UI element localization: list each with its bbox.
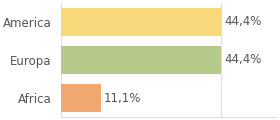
- Bar: [61, 46, 221, 74]
- Text: 11,1%: 11,1%: [104, 92, 141, 105]
- Text: 44,4%: 44,4%: [224, 54, 261, 66]
- Text: 44,4%: 44,4%: [224, 15, 261, 28]
- Bar: [61, 8, 221, 36]
- Bar: [61, 84, 101, 112]
